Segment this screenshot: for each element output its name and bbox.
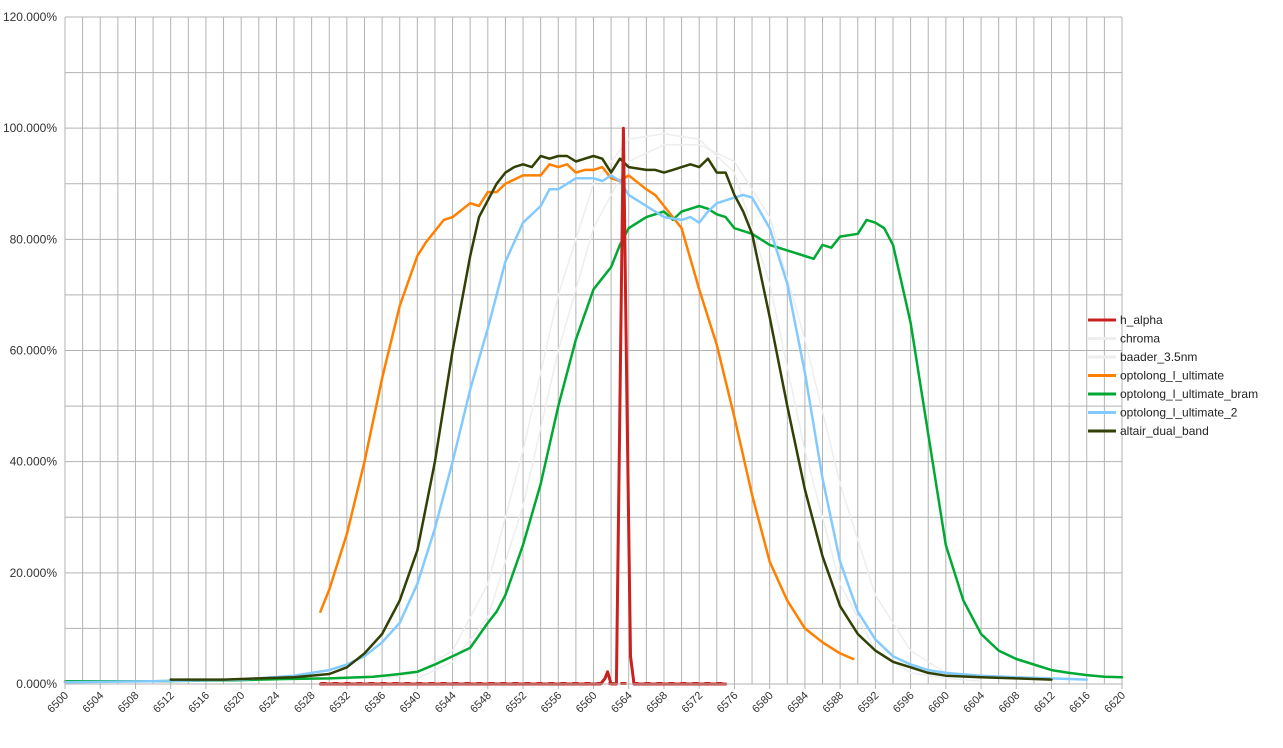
x-tick-label: 6516 [186,690,212,716]
series-line-optolong-l-ultimate-2 [63,174,1089,684]
y-tick-label: 40.000% [10,455,58,469]
x-tick-label: 6564 [609,690,635,716]
y-tick-label: 60.000% [10,344,58,358]
x-tick-label: 6500 [45,690,71,716]
x-tick-label: 6592 [856,690,882,716]
x-tick-label: 6596 [891,690,917,716]
x-tick-label: 6608 [997,690,1023,716]
series-line-optolong-l-ultimate-bram [63,204,1124,683]
x-tick-label: 6568 [644,690,670,716]
x-tick-label: 6560 [574,690,600,716]
legend-label: h_alpha [1120,313,1163,327]
y-tick-label: 100.000% [3,121,57,135]
series-line-optolong-l-ultimate [319,163,855,661]
x-tick-label: 6572 [680,690,706,716]
x-tick-label: 6612 [1032,690,1058,716]
x-tick-label: 6512 [151,690,177,716]
legend-label: baader_3.5nm [1120,350,1197,364]
y-tick-label: 120.000% [3,10,57,24]
series-lines [63,17,1124,686]
legend-label: optolong_l_ultimate_2 [1120,406,1238,420]
legend-label: chroma [1120,332,1160,346]
chart-grid [64,16,1123,685]
x-tick-label: 6548 [468,690,494,716]
x-tick-label: 6524 [257,690,283,716]
x-tick-label: 6576 [715,690,741,716]
series-line-baader-3-5nm [416,144,982,680]
y-tick-label: 80.000% [10,232,58,246]
x-tick-label: 6532 [327,690,353,716]
x-tick-label: 6528 [292,690,318,716]
x-tick-label: 6580 [750,690,776,716]
legend-label: altair_dual_band [1120,424,1209,438]
x-tick-label: 6508 [116,690,142,716]
x-tick-label: 6520 [221,690,247,716]
x-tick-label: 6556 [539,690,565,716]
legend-label: optolong_l_ultimate [1120,369,1224,383]
x-tick-label: 6540 [398,690,424,716]
x-tick-label: 6552 [503,690,529,716]
x-tick-label: 6584 [785,690,811,716]
x-tick-label: 6604 [961,690,987,716]
legend-label: optolong_l_ultimate_bram [1120,387,1258,401]
x-axis-ticks: 6500 6504 6508 6512 6516 6520 6524 6528 6532 6536… [45,684,1128,715]
x-tick-label: 6588 [820,690,846,716]
y-tick-label: 0.000% [16,677,57,691]
x-tick-label: 6616 [1067,690,1093,716]
x-tick-label: 6620 [1102,690,1128,716]
x-tick-label: 6600 [926,690,952,716]
x-tick-label: 6536 [362,690,388,716]
y-axis-ticks: 0.000% 20.000% 40.000% 60.000% 80.000% 100.00… [3,10,57,691]
y-tick-label: 20.000% [10,566,58,580]
series-line-altair-dual-band [169,154,1053,681]
x-tick-label: 6504 [81,690,107,716]
x-tick-label: 6544 [433,690,459,716]
